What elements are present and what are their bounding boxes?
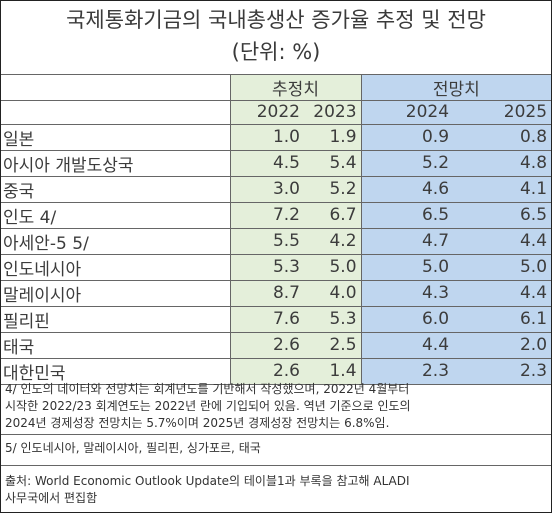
value-cell: 4.1 bbox=[461, 176, 552, 203]
value-cell: 7.6 bbox=[230, 306, 306, 333]
value-cell: 2.6 bbox=[230, 358, 306, 385]
value-cell: 7.2 bbox=[230, 202, 306, 229]
value-cell: 2.3 bbox=[361, 358, 462, 385]
value-cell: 5.0 bbox=[461, 254, 552, 281]
value-cell: 5.3 bbox=[230, 254, 306, 281]
table-row: 아시아 개발도상국 4.5 5.4 5.2 4.8 bbox=[1, 150, 552, 177]
value-cell: 5.0 bbox=[361, 254, 462, 281]
value-cell: 1.9 bbox=[306, 124, 362, 151]
table-row: 인도 4/7.2 6.7 6.5 6.5 bbox=[1, 202, 552, 229]
value-cell: 2.6 bbox=[230, 332, 306, 359]
value-cell: 2.5 bbox=[306, 332, 362, 359]
country-label: 필리핀 bbox=[1, 306, 231, 333]
table-row: 중국 3.0 5.2 4.6 4.1 bbox=[1, 176, 552, 203]
note-line: 5/ 인도네시아, 말레이시아, 필리핀, 싱가포르, 태국 bbox=[5, 441, 261, 455]
year-header: 2025 bbox=[461, 100, 552, 125]
divider bbox=[1, 465, 551, 466]
group-header-row: 추정치 전망치 bbox=[1, 74, 552, 101]
country-label: 인도네시아 bbox=[1, 254, 231, 281]
value-cell: 5.0 bbox=[306, 254, 362, 281]
value-cell: 4.7 bbox=[361, 228, 462, 255]
value-cell: 5.5 bbox=[230, 228, 306, 255]
note-line: 출처: World Economic Outlook Update의 테이블1과… bbox=[5, 474, 410, 488]
note-line: 2024년 경제성장 전망치는 5.7%이며 2025년 경제성장 전망치는 6… bbox=[5, 416, 390, 430]
value-cell: 0.9 bbox=[361, 124, 462, 151]
header-blank-cell bbox=[1, 74, 231, 101]
value-cell: 5.2 bbox=[361, 150, 462, 177]
table-row: 인도네시아 5.3 5.0 5.0 5.0 bbox=[1, 254, 552, 281]
value-cell: 4.3 bbox=[361, 280, 462, 307]
table-row: 태국 2.6 2.5 4.4 2.0 bbox=[1, 332, 552, 359]
gdp-growth-table: 추정치 전망치 2022 2023 2024 2025 일본 1.0 1.9 0.9 0… bbox=[1, 74, 552, 385]
projection-group-header: 전망치 bbox=[361, 74, 552, 101]
value-cell: 4.5 bbox=[230, 150, 306, 177]
value-cell: 5.3 bbox=[306, 306, 362, 333]
table-row: 아세안-5 5/5.5 4.2 4.7 4.4 bbox=[1, 228, 552, 255]
value-cell: 1.4 bbox=[306, 358, 362, 385]
note-4: 4/ 인도의 데이터와 전망치는 회계년도를 기반해서 작성했으며, 2022년… bbox=[5, 381, 545, 432]
unit-subtitle: (단위: %) bbox=[231, 40, 321, 64]
estimate-group-header: 추정치 bbox=[230, 74, 362, 101]
value-cell: 4.2 bbox=[306, 228, 362, 255]
year-header: 2023 bbox=[306, 100, 362, 125]
country-label: 아세안-5 5/ bbox=[1, 228, 231, 255]
country-label: 말레이시아 bbox=[1, 280, 231, 307]
value-cell: 6.0 bbox=[361, 306, 462, 333]
value-cell: 5.4 bbox=[306, 150, 362, 177]
value-cell: 4.4 bbox=[361, 332, 462, 359]
value-cell: 6.1 bbox=[461, 306, 552, 333]
value-cell: 2.3 bbox=[461, 358, 552, 385]
value-cell: 6.7 bbox=[306, 202, 362, 229]
header-blank-cell bbox=[1, 100, 231, 125]
value-cell: 6.5 bbox=[361, 202, 462, 229]
note-5: 5/ 인도네시아, 말레이시아, 필리핀, 싱가포르, 태국 bbox=[5, 440, 545, 457]
country-label: 일본 bbox=[1, 124, 231, 151]
value-cell: 2.0 bbox=[461, 332, 552, 359]
note-line: 사무국에서 편집함 bbox=[5, 491, 98, 505]
value-cell: 4.0 bbox=[306, 280, 362, 307]
country-label: 아시아 개발도상국 bbox=[1, 150, 231, 177]
table-row: 필리핀 7.6 5.3 6.0 6.1 bbox=[1, 306, 552, 333]
year-header: 2024 bbox=[361, 100, 462, 125]
value-cell: 4.4 bbox=[461, 280, 552, 307]
value-cell: 4.4 bbox=[461, 228, 552, 255]
source-note: 출처: World Economic Outlook Update의 테이블1과… bbox=[5, 473, 545, 507]
table-row: 말레이시아 8.7 4.0 4.3 4.4 bbox=[1, 280, 552, 307]
table-title: 국제통화기금의 국내총생산 증가율 추정 및 전망 bbox=[66, 8, 486, 32]
table-row: 대한민국 2.6 1.4 2.3 2.3 bbox=[1, 358, 552, 385]
value-cell: 6.5 bbox=[461, 202, 552, 229]
year-header-row: 2022 2023 2024 2025 bbox=[1, 100, 552, 125]
note-line: 4/ 인도의 데이터와 전망치는 회계년도를 기반해서 작성했으며, 2022년… bbox=[5, 382, 410, 396]
table-row: 일본 1.0 1.9 0.9 0.8 bbox=[1, 124, 552, 151]
country-label: 태국 bbox=[1, 332, 231, 359]
year-header: 2022 bbox=[230, 100, 306, 125]
value-cell: 8.7 bbox=[230, 280, 306, 307]
divider bbox=[1, 434, 551, 435]
value-cell: 1.0 bbox=[230, 124, 306, 151]
country-label: 중국 bbox=[1, 176, 231, 203]
value-cell: 3.0 bbox=[230, 176, 306, 203]
value-cell: 5.2 bbox=[306, 176, 362, 203]
value-cell: 0.8 bbox=[461, 124, 552, 151]
country-label: 인도 4/ bbox=[1, 202, 231, 229]
value-cell: 4.8 bbox=[461, 150, 552, 177]
note-line: 시작한 2022/23 회계연도는 2022년 란에 기입되어 있음. 역년 기… bbox=[5, 399, 411, 413]
value-cell: 4.6 bbox=[361, 176, 462, 203]
country-label: 대한민국 bbox=[1, 358, 231, 385]
